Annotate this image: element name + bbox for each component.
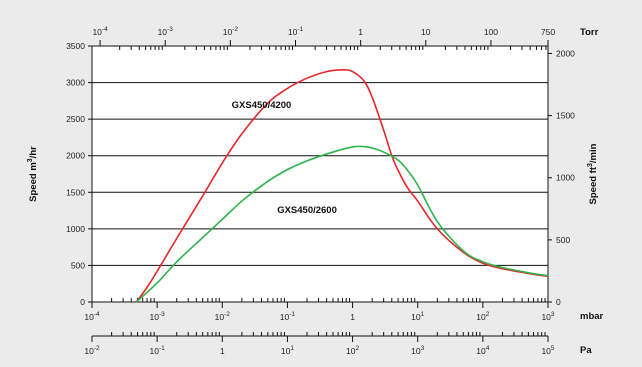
torr-tick-label: 10-3 <box>158 26 174 37</box>
mbar-tick-label: 10-4 <box>84 311 100 322</box>
mbar-tick-label: 101 <box>411 311 424 322</box>
pa-tick-label: 1 <box>220 346 225 356</box>
plot-area <box>92 46 548 302</box>
right-y-tick-label: 2000 <box>556 48 575 58</box>
axes <box>88 40 552 342</box>
torr-tick-label: 100 <box>484 27 498 37</box>
torr-unit-label: Torr <box>580 27 599 38</box>
pa-tick-label: 103 <box>411 345 424 356</box>
torr-tick-label: 10-1 <box>288 26 304 37</box>
chart-labels: 0 500 1000 1500 2000 2500 3000 3500 0 500 1000 1500… <box>27 26 604 356</box>
left-y-tick-label: 3500 <box>66 41 85 51</box>
mbar-tick-label: 10-1 <box>280 311 296 322</box>
left-y-tick-label: 500 <box>71 260 85 270</box>
pa-tick-label: 10-1 <box>150 345 166 356</box>
right-y-axis-title: Speed ft3/min <box>587 143 599 204</box>
pa-tick-label: 101 <box>281 345 294 356</box>
series-line-gxs450-4200 <box>135 68 549 303</box>
curve-label-gxs450-4200: GXS450/4200 <box>232 100 292 111</box>
torr-tick-label: 750 <box>541 27 555 37</box>
mbar-unit-label: mbar <box>580 311 604 322</box>
left-y-tick-label: 0 <box>80 297 85 307</box>
right-y-tick-label: 1500 <box>556 111 575 121</box>
left-y-tick-label: 3000 <box>66 78 85 88</box>
pa-tick-label: 105 <box>541 345 554 356</box>
curve-label-gxs450-2600: GXS450/2600 <box>277 205 337 216</box>
right-y-tick-label: 0 <box>556 297 561 307</box>
torr-tick-label: 10-4 <box>92 26 108 37</box>
right-y-tick-label: 500 <box>556 235 570 245</box>
series-line-gxs450-2600 <box>135 145 549 303</box>
right-y-tick-label: 1000 <box>556 173 575 183</box>
pa-unit-label: Pa <box>580 345 592 356</box>
series-lines <box>135 68 549 303</box>
torr-tick-label: 10-2 <box>223 26 239 37</box>
left-y-tick-label: 1000 <box>66 224 85 234</box>
pa-tick-label: 104 <box>476 345 489 356</box>
mbar-tick-label: 10-3 <box>150 311 166 322</box>
mbar-tick-label: 10-2 <box>215 311 231 322</box>
left-y-tick-label: 2500 <box>66 114 85 124</box>
left-y-tick-label: 2000 <box>66 151 85 161</box>
pa-tick-label: 102 <box>346 345 359 356</box>
mbar-tick-label: 102 <box>476 311 489 322</box>
torr-tick-label: 1 <box>358 27 363 37</box>
left-y-axis-title: Speed m3/hr <box>27 146 39 202</box>
torr-tick-label: 10 <box>421 27 431 37</box>
pa-tick-label: 10-2 <box>84 345 100 356</box>
mbar-tick-label: 1 <box>350 312 355 322</box>
left-y-tick-label: 1500 <box>66 187 85 197</box>
mbar-tick-label: 103 <box>541 311 554 322</box>
